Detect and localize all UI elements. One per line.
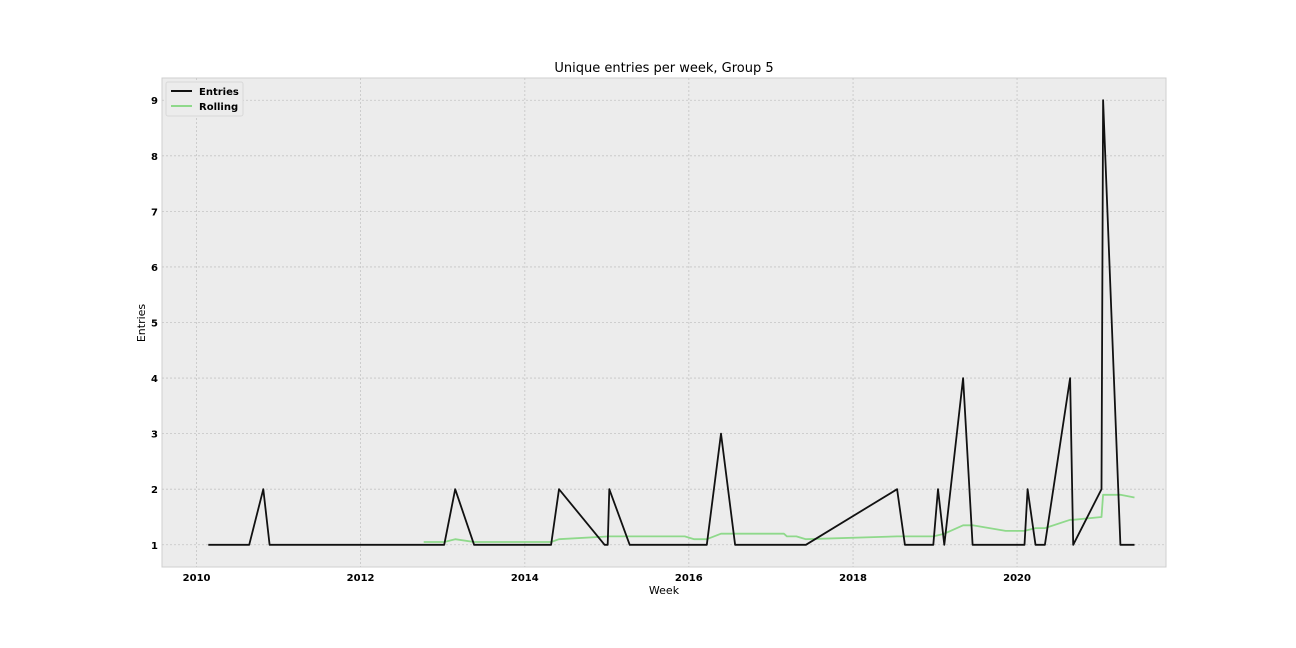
x-tick-label: 2020 bbox=[1003, 573, 1031, 584]
y-tick-label: 6 bbox=[151, 263, 158, 274]
y-tick-label: 9 bbox=[151, 96, 158, 107]
y-tick-label: 7 bbox=[151, 207, 158, 218]
x-axis-label: Week bbox=[649, 584, 680, 597]
grid-lines bbox=[162, 78, 1166, 567]
y-tick-label: 1 bbox=[151, 541, 158, 552]
x-tick-label: 2018 bbox=[839, 573, 867, 584]
x-tick-label: 2010 bbox=[183, 573, 211, 584]
series-layer bbox=[208, 99, 1135, 546]
series-line-rolling bbox=[423, 493, 1135, 543]
x-axis-ticks: 2010 2012 2014 2016 2018 2020 bbox=[183, 573, 1031, 584]
legend-label-rolling: Rolling bbox=[199, 102, 238, 113]
y-tick-label: 4 bbox=[151, 374, 158, 385]
series-line-entries bbox=[208, 99, 1135, 546]
y-axis-ticks: 1 2 3 4 5 6 7 8 9 bbox=[151, 96, 158, 552]
legend: Entries Rolling bbox=[165, 81, 244, 117]
y-tick-label: 5 bbox=[151, 319, 158, 330]
x-tick-label: 2012 bbox=[347, 573, 375, 584]
y-tick-label: 3 bbox=[151, 430, 158, 441]
y-tick-label: 2 bbox=[151, 485, 158, 496]
chart-title: Unique entries per week, Group 5 bbox=[554, 61, 773, 76]
x-tick-label: 2014 bbox=[511, 573, 539, 584]
y-tick-label: 8 bbox=[151, 152, 158, 163]
y-axis-label: Entries bbox=[135, 304, 148, 343]
x-tick-label: 2016 bbox=[675, 573, 703, 584]
legend-label-entries: Entries bbox=[199, 87, 239, 98]
